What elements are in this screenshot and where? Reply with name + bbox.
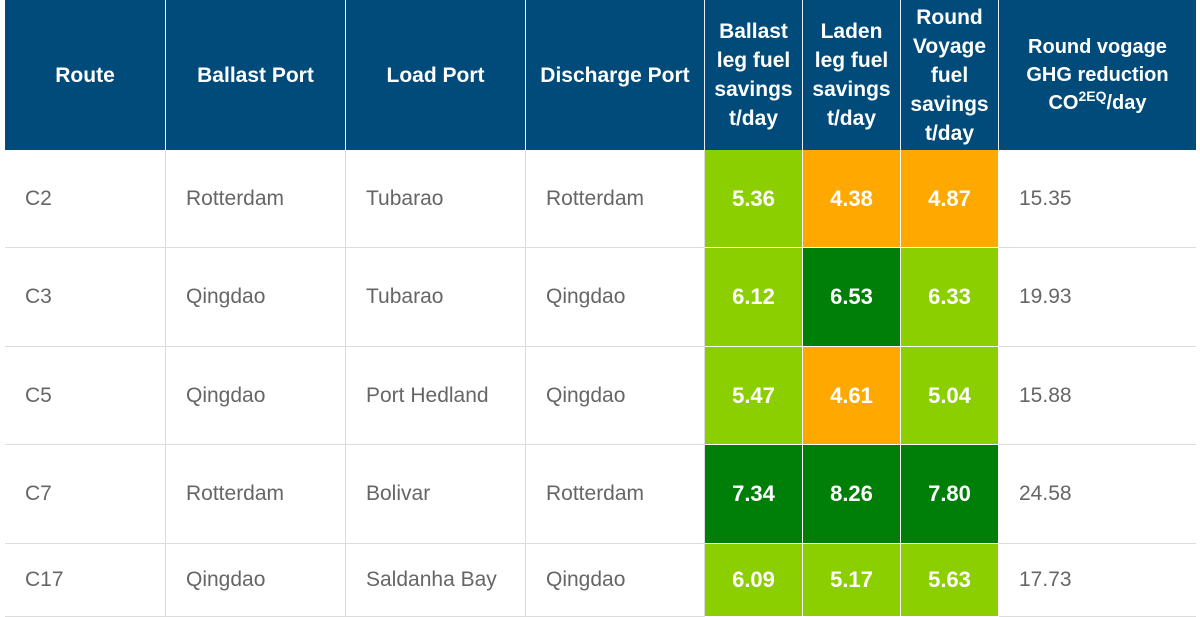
header-route: Route [5, 0, 166, 150]
cell-ballast-leg: 7.34 [705, 445, 803, 544]
header-ballast-port: Ballast Port [166, 0, 346, 150]
cell-round-voyage: 7.80 [901, 445, 999, 544]
cell-ballast-port: Qingdao [166, 347, 346, 445]
cell-round-voyage: 5.04 [901, 347, 999, 445]
cell-load-port: Tubarao [346, 248, 526, 347]
header-ghg-sup: 2EQ [1078, 88, 1107, 104]
header-ghg-co: CO [1048, 92, 1079, 114]
header-ghg-unit: /day [1106, 92, 1147, 114]
cell-laden-leg: 8.26 [803, 445, 901, 544]
cell-ghg: 15.35 [999, 150, 1196, 248]
cell-route: C7 [5, 445, 166, 544]
cell-route: C17 [5, 544, 166, 617]
cell-load-port: Saldanha Bay [346, 544, 526, 617]
cell-round-voyage: 4.87 [901, 150, 999, 248]
header-load-port: Load Port [346, 0, 526, 150]
cell-discharge-port: Qingdao [526, 248, 705, 347]
cell-ghg: 15.88 [999, 347, 1196, 445]
header-ballast-leg-savings: Ballast leg fuel savings t/day [705, 0, 803, 150]
cell-ballast-port: Qingdao [166, 248, 346, 347]
cell-discharge-port: Rotterdam [526, 445, 705, 544]
cell-discharge-port: Qingdao [526, 544, 705, 617]
cell-laden-leg: 4.61 [803, 347, 901, 445]
header-laden-leg-savings: Laden leg fuel savings t/day [803, 0, 901, 150]
cell-laden-leg: 4.38 [803, 150, 901, 248]
header-ghg-reduction: Round vogage GHG reduction CO2EQ/day [999, 0, 1196, 150]
cell-laden-leg: 5.17 [803, 544, 901, 617]
cell-ballast-leg: 6.09 [705, 544, 803, 617]
cell-ballast-port: Rotterdam [166, 445, 346, 544]
cell-round-voyage: 6.33 [901, 248, 999, 347]
cell-route: C2 [5, 150, 166, 248]
cell-laden-leg: 6.53 [803, 248, 901, 347]
header-ghg-line1: Round vogage [1028, 36, 1167, 58]
cell-discharge-port: Qingdao [526, 347, 705, 445]
cell-ghg: 24.58 [999, 445, 1196, 544]
cell-load-port: Tubarao [346, 150, 526, 248]
header-discharge-port: Discharge Port [526, 0, 705, 150]
cell-ballast-leg: 5.47 [705, 347, 803, 445]
cell-discharge-port: Rotterdam [526, 150, 705, 248]
cell-round-voyage: 5.63 [901, 544, 999, 617]
cell-load-port: Bolivar [346, 445, 526, 544]
header-ghg-line3: CO2EQ/day [1026, 89, 1168, 117]
fuel-savings-table: Route Ballast Port Load Port Discharge P… [5, 0, 1196, 617]
cell-route: C3 [5, 248, 166, 347]
cell-ballast-port: Rotterdam [166, 150, 346, 248]
cell-load-port: Port Hedland [346, 347, 526, 445]
header-ghg-line2: GHG reduction [1026, 64, 1169, 86]
cell-ballast-port: Qingdao [166, 544, 346, 617]
cell-ghg: 17.73 [999, 544, 1196, 617]
cell-route: C5 [5, 347, 166, 445]
cell-ghg: 19.93 [999, 248, 1196, 347]
cell-ballast-leg: 6.12 [705, 248, 803, 347]
cell-ballast-leg: 5.36 [705, 150, 803, 248]
header-round-voyage-savings: Round Voyage fuel savings t/day [901, 0, 999, 150]
